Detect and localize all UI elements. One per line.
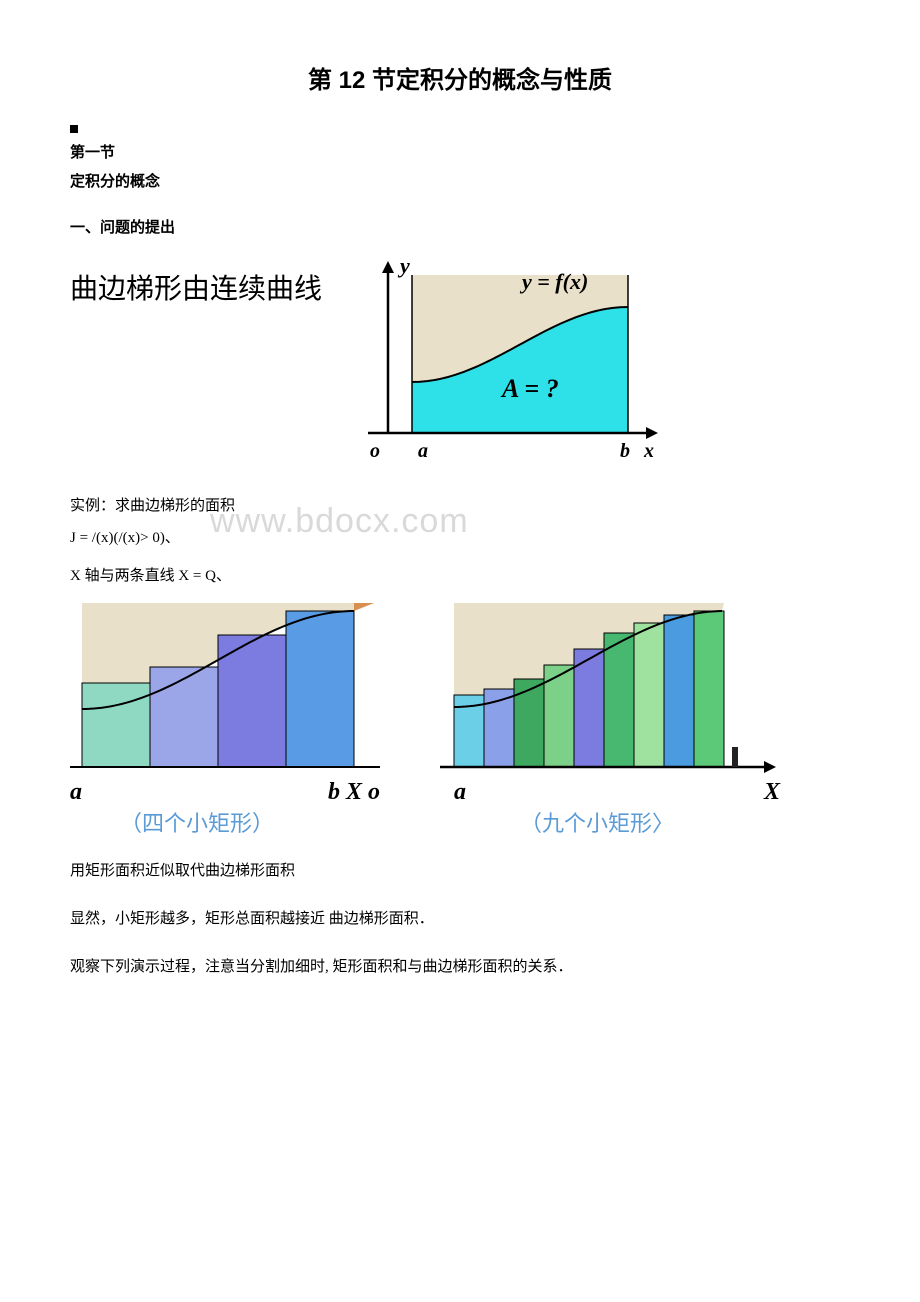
para-2: 显然，小矩形越多，矩形总面积越接近 曲边梯形面积．	[70, 904, 850, 934]
text-line-3: X 轴与两条直线 X = Q、	[70, 562, 850, 591]
svg-text:b: b	[620, 440, 630, 462]
var-bxo: b X o	[328, 779, 380, 806]
para-3: 观察下列演示过程，注意当分割加细时, 矩形面积和与曲边梯形面积的关系．	[70, 952, 850, 982]
text-line-2: J = /(x)(/(x)> 0)、	[70, 524, 850, 553]
figure-nine-rects: a X （九个小矩形〉	[440, 599, 780, 838]
caption-fig3: a X	[440, 779, 780, 806]
row-two-figs: a b X o （四个小矩形） a X （九个小矩形〉	[70, 599, 850, 838]
section-label: 第一节	[70, 141, 850, 162]
para-1: 用矩形面积近似取代曲边梯形面积	[70, 856, 850, 886]
caption-cn-9: （九个小矩形〉	[520, 806, 780, 838]
caption-cn-4: （四个小矩形）	[120, 806, 380, 838]
row-curve-and-fig: 曲边梯形由连续曲线 y y = f(x) A = ? o a bx	[70, 257, 850, 472]
var-a2: a	[454, 779, 466, 806]
bullet-square	[70, 125, 78, 133]
svg-text:y = f(x): y = f(x)	[519, 269, 588, 294]
figure-area-under-curve: y y = f(x) A = ? o a bx	[352, 257, 662, 472]
var-a: a	[70, 779, 82, 806]
curve-text: 曲边梯形由连续曲线	[70, 257, 322, 307]
var-X: X	[764, 779, 780, 806]
heading-1: 一、问题的提出	[70, 216, 850, 237]
figure-four-rects: a b X o （四个小矩形）	[70, 599, 380, 838]
sub-label: 定积分的概念	[70, 170, 850, 191]
watermark-area: www.bdocx.com 实例：求曲边梯形的面积 J = /(x)(/(x)>…	[70, 492, 850, 552]
page-title: 第 12 节定积分的概念与性质	[70, 60, 850, 95]
svg-text:a: a	[418, 440, 428, 462]
text-line-1: 实例：求曲边梯形的面积	[70, 492, 850, 521]
svg-text:x: x	[643, 440, 654, 462]
caption-fig2: a b X o	[70, 779, 380, 806]
svg-text:o: o	[370, 440, 380, 462]
svg-text:A = ?: A = ?	[500, 374, 559, 403]
svg-text:y: y	[397, 257, 410, 278]
